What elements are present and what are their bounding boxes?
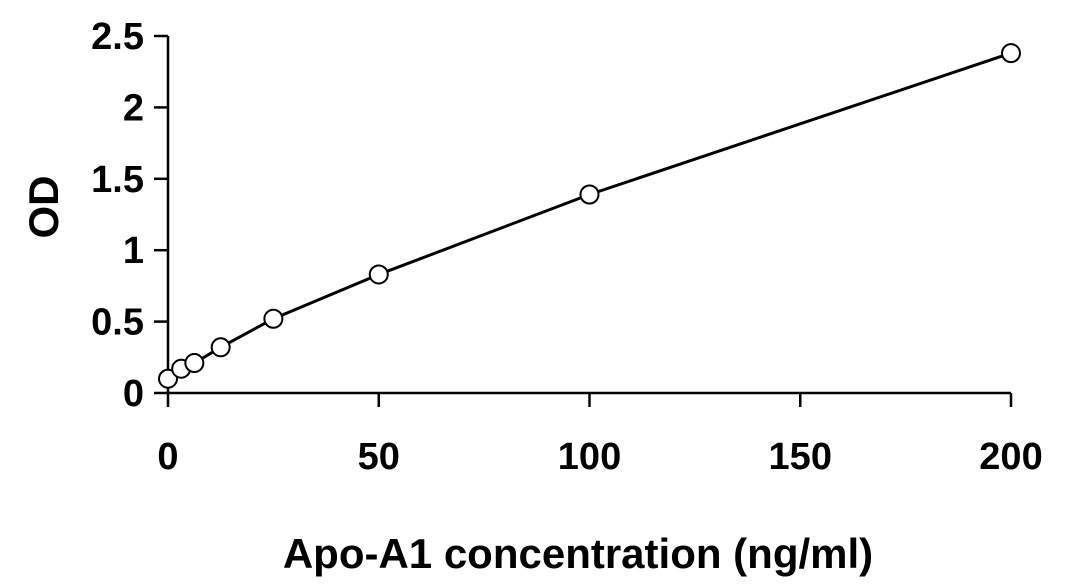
- data-point: [184, 353, 205, 374]
- y-tick-label: 0: [123, 373, 144, 415]
- x-tick-label: 100: [558, 436, 621, 478]
- y-axis-title: OD: [20, 176, 67, 239]
- data-point: [579, 184, 600, 205]
- y-tick-label: 2: [123, 87, 144, 129]
- x-axis: 0 50 100 150 200: [157, 391, 1043, 478]
- series-line: [167, 51, 1012, 380]
- y-tick-label: 0.5: [91, 302, 144, 344]
- y-axis: 0 0.5 1 1.5 2 2.5: [91, 16, 170, 415]
- data-point: [210, 337, 231, 358]
- data-point: [158, 368, 178, 389]
- x-tick-label: 200: [979, 436, 1042, 478]
- x-tick-label: 0: [157, 436, 178, 478]
- x-tick-label: 150: [769, 436, 832, 478]
- x-axis-title: Apo-A1 concentration (ng/ml): [283, 530, 873, 577]
- series: [158, 43, 1021, 389]
- data-point: [263, 308, 284, 329]
- y-tick-label: 1.5: [91, 159, 144, 201]
- x-tick-label: 50: [358, 436, 400, 478]
- y-tick-label: 2.5: [91, 16, 144, 58]
- data-point: [368, 264, 389, 285]
- data-point: [1001, 43, 1021, 64]
- y-tick-label: 1: [123, 230, 144, 272]
